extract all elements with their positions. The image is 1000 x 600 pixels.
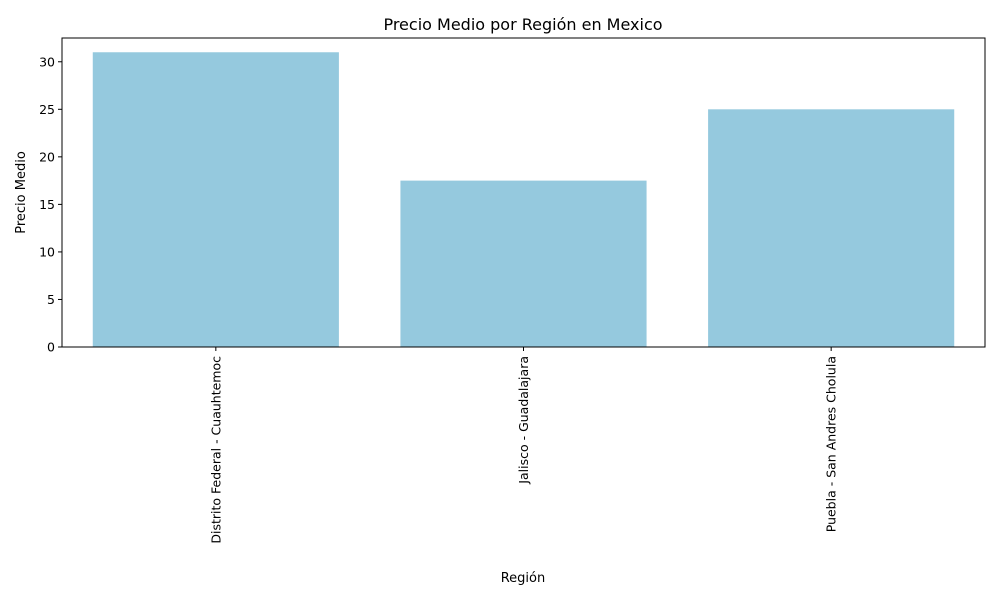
chart-title: Precio Medio por Región en Mexico: [383, 15, 662, 34]
y-tick-label: 5: [47, 292, 55, 307]
bar-1: [92, 52, 339, 348]
plot-frame: [61, 37, 986, 348]
y-tick-label: 10: [39, 244, 55, 259]
x-tick-label: Jalisco - Guadalajara: [516, 356, 531, 485]
x-axis-ticks: Distrito Federal - Cuauhtemoc Jalisco - G…: [208, 347, 839, 544]
bar-3: [708, 109, 955, 347]
x-axis-label: Región: [501, 571, 546, 586]
y-tick-label: 25: [39, 102, 55, 117]
y-axis-label: Precio Medio: [14, 151, 29, 234]
bars-group: [92, 52, 955, 348]
y-axis-ticks: 0 5 10 15 20 25 30: [39, 54, 62, 355]
y-tick-label: 0: [47, 340, 55, 355]
y-tick-label: 15: [39, 197, 55, 212]
bar-2: [400, 180, 647, 347]
x-tick-label: Distrito Federal - Cuauhtemoc: [208, 356, 223, 544]
y-tick-label: 20: [39, 149, 55, 164]
x-tick-label: Puebla - San Andres Cholula: [824, 356, 839, 532]
y-tick-label: 30: [39, 54, 55, 69]
